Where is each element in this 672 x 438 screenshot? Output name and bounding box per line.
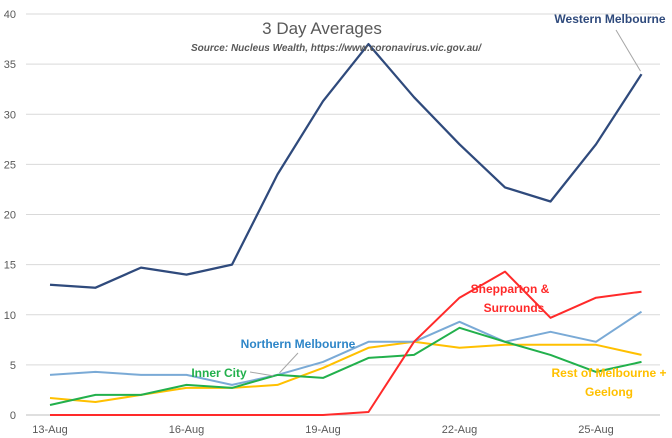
series-line-inner-city bbox=[49, 326, 642, 406]
leader-inner bbox=[249, 371, 274, 377]
x-tick-label: 16-Aug bbox=[169, 424, 204, 436]
label-leader-lines bbox=[249, 29, 641, 377]
leader-western bbox=[615, 29, 641, 72]
y-tick-label: 5 bbox=[10, 360, 16, 372]
label-shepparton-line1: Shepparton & bbox=[471, 282, 550, 296]
y-tick-label: 0 bbox=[10, 410, 16, 422]
x-tick-label: 25-Aug bbox=[578, 424, 613, 436]
label-northern-melbourne: Northern Melbourne bbox=[241, 337, 356, 351]
label-shepparton-line2: Surrounds bbox=[484, 301, 545, 315]
x-tick-label: 22-Aug bbox=[442, 424, 477, 436]
y-tick-label: 25 bbox=[4, 159, 16, 171]
y-tick-label: 40 bbox=[4, 9, 16, 21]
leader-northern bbox=[279, 352, 299, 374]
series-line-western-melbourne bbox=[49, 42, 643, 289]
y-tick-label: 20 bbox=[4, 210, 16, 222]
y-tick-label: 10 bbox=[4, 310, 16, 322]
x-axis-ticks: 13-Aug 16-Aug 19-Aug 22-Aug 25-Aug bbox=[32, 424, 613, 436]
label-western-melbourne: Western Melbourne bbox=[554, 12, 665, 26]
y-axis-ticks: 0 5 10 15 20 25 30 35 40 bbox=[4, 9, 16, 422]
chart-subtitle: Source: Nucleus Wealth, https://www.coro… bbox=[191, 43, 482, 54]
y-tick-label: 15 bbox=[4, 260, 16, 272]
y-tick-label: 30 bbox=[4, 109, 16, 121]
series-line-northern-melbourne bbox=[49, 310, 643, 386]
series-lines bbox=[49, 42, 643, 416]
chart-title: 3 Day Averages bbox=[262, 19, 382, 38]
label-inner-city: Inner City bbox=[191, 366, 247, 380]
x-tick-label: 19-Aug bbox=[305, 424, 340, 436]
y-tick-label: 35 bbox=[4, 59, 16, 71]
label-rest-line1: Rest of Melbourne + bbox=[551, 366, 666, 380]
x-tick-label: 13-Aug bbox=[32, 424, 67, 436]
gridlines bbox=[26, 13, 660, 416]
series-line-shepparton-surrounds bbox=[50, 270, 642, 416]
label-rest-line2: Geelong bbox=[585, 385, 633, 399]
